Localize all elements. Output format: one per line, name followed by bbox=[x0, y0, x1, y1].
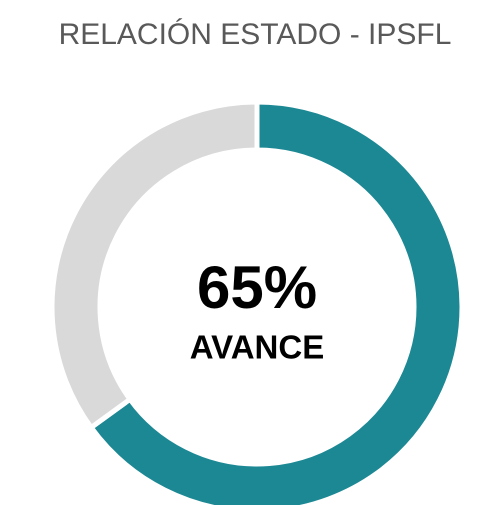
center-text: AVANCE bbox=[190, 329, 324, 366]
donut-segment bbox=[49, 99, 260, 431]
center-value-label: 65% bbox=[197, 254, 317, 321]
chart-title: RELACIÓN ESTADO - IPSFL bbox=[59, 18, 452, 51]
donut bbox=[49, 99, 465, 505]
donut-segment bbox=[87, 99, 465, 505]
